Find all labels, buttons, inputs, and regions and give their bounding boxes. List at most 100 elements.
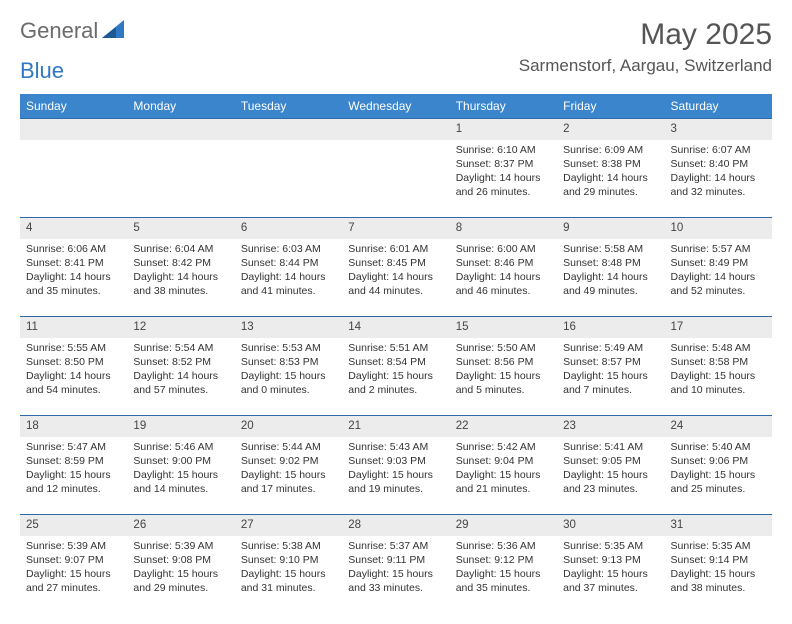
daylight-text: and 7 minutes. [563, 383, 658, 397]
day-number-cell: 25 [20, 515, 127, 536]
sunrise-text: Sunrise: 5:41 AM [563, 440, 658, 454]
daylight-text: and 33 minutes. [348, 581, 443, 595]
day-number-cell: 31 [665, 515, 772, 536]
daylight-text: Daylight: 15 hours [26, 468, 121, 482]
week-content-row: Sunrise: 5:55 AMSunset: 8:50 PM Daylight:… [20, 338, 772, 416]
day-number-cell: 24 [665, 416, 772, 437]
daylight-text: and 0 minutes. [241, 383, 336, 397]
calendar-header-row: Sunday Monday Tuesday Wednesday Thursday… [20, 94, 772, 119]
daylight-text: Daylight: 14 hours [671, 171, 766, 185]
day-content-cell: Sunrise: 6:06 AMSunset: 8:41 PMDaylight:… [20, 239, 127, 317]
calendar-page: General May 2025 Sarmenstorf, Aargau, Sw… [0, 0, 792, 624]
day-number: 27 [241, 519, 254, 531]
sunrise-text: Sunrise: 5:44 AM [241, 440, 336, 454]
daylight-text: Daylight: 15 hours [241, 567, 336, 581]
day-number: 4 [26, 222, 32, 234]
sunset-text: Sunset: 9:13 PM [563, 553, 658, 567]
sunset-text: Sunset: 9:00 PM [133, 454, 228, 468]
sunrise-text: Sunrise: 5:49 AM [563, 341, 658, 355]
day-number: 9 [563, 222, 569, 234]
daylight-text: Daylight: 15 hours [563, 468, 658, 482]
week-number-row: 45678910 [20, 218, 772, 239]
daylight-text: Daylight: 15 hours [133, 567, 228, 581]
daylight-text: Daylight: 15 hours [563, 369, 658, 383]
daylight-text: and 17 minutes. [241, 482, 336, 496]
day-number-cell [235, 119, 342, 140]
daylight-text: Daylight: 15 hours [456, 567, 551, 581]
daylight-text: Daylight: 15 hours [456, 369, 551, 383]
sunrise-text: Sunrise: 5:47 AM [26, 440, 121, 454]
sunset-text: Sunset: 8:46 PM [456, 256, 551, 270]
day-number: 3 [671, 123, 677, 135]
day-number-cell: 19 [127, 416, 234, 437]
day-content-cell: Sunrise: 6:04 AMSunset: 8:42 PMDaylight:… [127, 239, 234, 317]
week-content-row: Sunrise: 6:10 AMSunset: 8:37 PMDaylight:… [20, 140, 772, 218]
sunrise-text: Sunrise: 5:53 AM [241, 341, 336, 355]
sunset-text: Sunset: 8:42 PM [133, 256, 228, 270]
sunrise-text: Sunrise: 5:55 AM [26, 341, 121, 355]
daylight-text: and 38 minutes. [133, 284, 228, 298]
day-number: 28 [348, 519, 361, 531]
sunrise-text: Sunrise: 5:51 AM [348, 341, 443, 355]
day-number: 7 [348, 222, 354, 234]
daylight-text: Daylight: 14 hours [133, 270, 228, 284]
sunset-text: Sunset: 8:37 PM [456, 157, 551, 171]
day-content-cell: Sunrise: 5:35 AMSunset: 9:13 PMDaylight:… [557, 536, 664, 614]
daylight-text: and 35 minutes. [26, 284, 121, 298]
week-content-row: Sunrise: 5:39 AMSunset: 9:07 PMDaylight:… [20, 536, 772, 614]
daylight-text: and 54 minutes. [26, 383, 121, 397]
day-content-cell: Sunrise: 6:00 AMSunset: 8:46 PMDaylight:… [450, 239, 557, 317]
day-number: 25 [26, 519, 39, 531]
day-content-cell: Sunrise: 5:40 AMSunset: 9:06 PMDaylight:… [665, 437, 772, 515]
day-number: 2 [563, 123, 569, 135]
day-number-cell: 5 [127, 218, 234, 239]
day-number-cell: 26 [127, 515, 234, 536]
sunset-text: Sunset: 9:06 PM [671, 454, 766, 468]
daylight-text: and 41 minutes. [241, 284, 336, 298]
day-content-cell: Sunrise: 5:51 AMSunset: 8:54 PMDaylight:… [342, 338, 449, 416]
weekday-header: Monday [127, 94, 234, 119]
day-content-cell [342, 140, 449, 218]
sunset-text: Sunset: 8:54 PM [348, 355, 443, 369]
day-content-cell: Sunrise: 5:47 AMSunset: 8:59 PMDaylight:… [20, 437, 127, 515]
day-number: 18 [26, 420, 39, 432]
day-number-cell: 9 [557, 218, 664, 239]
day-number: 15 [456, 321, 469, 333]
sunset-text: Sunset: 8:58 PM [671, 355, 766, 369]
sunset-text: Sunset: 8:41 PM [26, 256, 121, 270]
day-number-cell: 27 [235, 515, 342, 536]
daylight-text: Daylight: 15 hours [348, 468, 443, 482]
day-content-cell: Sunrise: 5:44 AMSunset: 9:02 PMDaylight:… [235, 437, 342, 515]
day-number-cell: 8 [450, 218, 557, 239]
daylight-text: and 35 minutes. [456, 581, 551, 595]
day-number-cell: 1 [450, 119, 557, 140]
daylight-text: Daylight: 14 hours [26, 270, 121, 284]
day-content-cell [127, 140, 234, 218]
sunrise-text: Sunrise: 5:50 AM [456, 341, 551, 355]
day-number: 17 [671, 321, 684, 333]
day-number-cell: 2 [557, 119, 664, 140]
daylight-text: Daylight: 14 hours [133, 369, 228, 383]
sunrise-text: Sunrise: 6:03 AM [241, 242, 336, 256]
day-number-cell: 13 [235, 317, 342, 338]
day-number: 14 [348, 321, 361, 333]
day-content-cell: Sunrise: 5:50 AMSunset: 8:56 PMDaylight:… [450, 338, 557, 416]
sunset-text: Sunset: 8:50 PM [26, 355, 121, 369]
day-number: 24 [671, 420, 684, 432]
sunset-text: Sunset: 9:02 PM [241, 454, 336, 468]
day-number: 23 [563, 420, 576, 432]
daylight-text: Daylight: 15 hours [671, 567, 766, 581]
day-number-cell: 22 [450, 416, 557, 437]
day-number-cell: 17 [665, 317, 772, 338]
sunset-text: Sunset: 9:10 PM [241, 553, 336, 567]
sunset-text: Sunset: 8:44 PM [241, 256, 336, 270]
sunrise-text: Sunrise: 5:40 AM [671, 440, 766, 454]
calendar-body: 123Sunrise: 6:10 AMSunset: 8:37 PMDaylig… [20, 119, 772, 614]
day-number-cell: 12 [127, 317, 234, 338]
daylight-text: Daylight: 15 hours [133, 468, 228, 482]
day-number-cell [20, 119, 127, 140]
day-content-cell [20, 140, 127, 218]
daylight-text: Daylight: 15 hours [348, 369, 443, 383]
day-content-cell: Sunrise: 5:58 AMSunset: 8:48 PMDaylight:… [557, 239, 664, 317]
sunset-text: Sunset: 9:08 PM [133, 553, 228, 567]
